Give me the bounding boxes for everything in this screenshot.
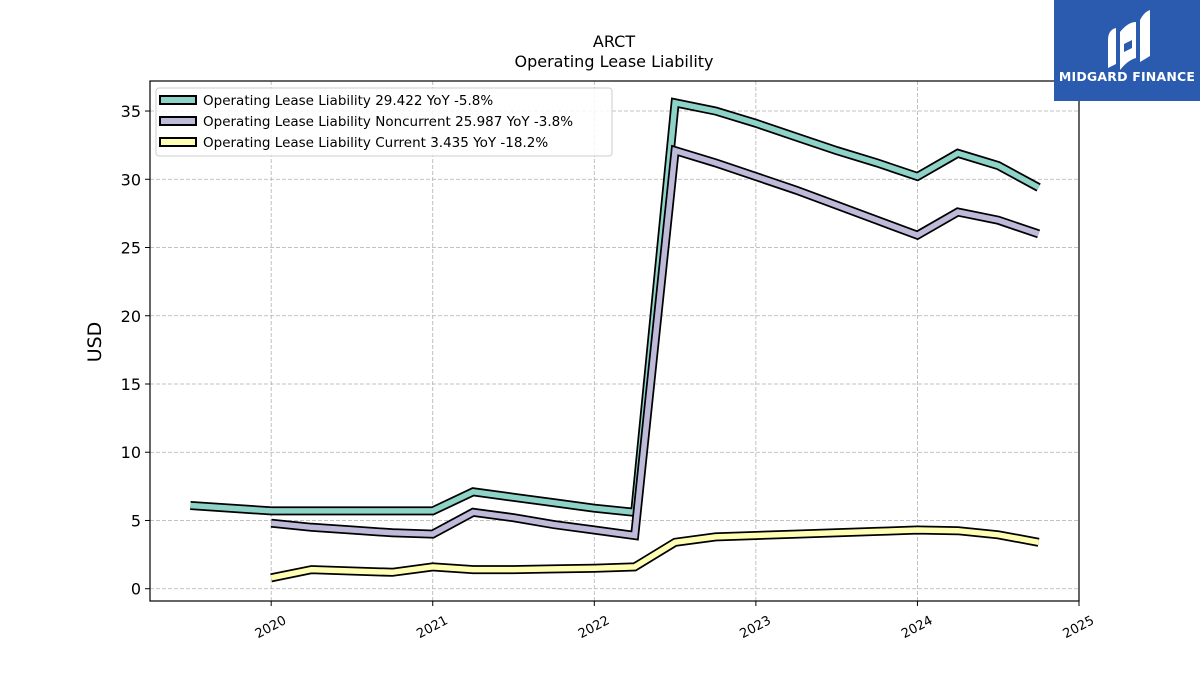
legend-swatch: [159, 95, 197, 105]
y-axis: 0 5 10 15 20 25 30 35: [121, 102, 150, 599]
y-tick-label: 10: [121, 443, 141, 462]
series-outline: [190, 97, 1041, 518]
logo-text: MIDGARD FINANCE: [1058, 69, 1196, 84]
legend: Operating Lease Liability 29.422 YoY -5.…: [155, 87, 613, 157]
chart-subtitle: Operating Lease Liability: [514, 52, 713, 71]
y-tick-label: 35: [121, 102, 141, 121]
series-1-line: [190, 97, 1041, 518]
plot-frame: [149, 80, 1080, 602]
series-stroke: [270, 527, 1040, 581]
legend-label: Operating Lease Liability 29.422 YoY -5.…: [203, 93, 493, 109]
y-tick-label: 30: [121, 170, 141, 189]
legend-label: Operating Lease Liability Noncurrent 25.…: [203, 114, 573, 130]
legend-swatch: [159, 116, 197, 126]
series-stroke: [270, 146, 1040, 539]
series-layer: [190, 97, 1041, 583]
y-tick-label: 25: [121, 239, 141, 258]
legend-label: Operating Lease Liability Current 3.435 …: [203, 135, 548, 151]
series-stroke: [190, 99, 1040, 516]
x-tick-label: 2022: [576, 613, 612, 642]
y-tick-label: 20: [121, 307, 141, 326]
y-tick-label: 0: [131, 580, 141, 599]
x-tick-label: 2025: [1061, 613, 1097, 642]
x-tick-label: 2021: [414, 613, 450, 642]
x-axis: 2020 2021 2022 2023 2024 2025: [253, 601, 1097, 642]
y-tick-label: 5: [131, 511, 141, 530]
midgard-finance-logo: MIDGARD FINANCE: [1054, 0, 1200, 101]
y-axis-label: USD: [84, 322, 106, 363]
x-tick-label: 2020: [253, 613, 289, 642]
legend-box: [155, 87, 613, 157]
logo-mark-icon: [1108, 10, 1150, 70]
series-2-line: [270, 144, 1041, 541]
x-tick-label: 2023: [737, 613, 773, 642]
x-tick-label: 2024: [899, 613, 935, 642]
y-tick-label: 15: [121, 375, 141, 394]
legend-swatch: [159, 137, 197, 147]
chart-title: ARCT: [593, 32, 635, 51]
series-3-line: [270, 525, 1040, 583]
